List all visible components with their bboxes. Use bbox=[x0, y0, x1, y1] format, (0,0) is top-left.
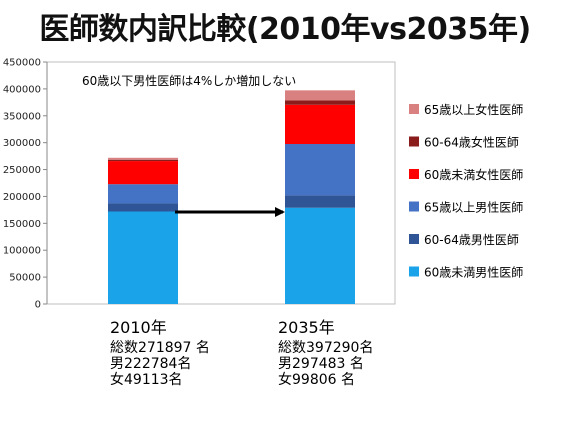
y-tick-label: 150000 bbox=[3, 219, 41, 230]
legend-swatch bbox=[409, 201, 419, 212]
summary-female: 女49113名 bbox=[110, 372, 183, 388]
legend-label: 65歳以上男性医師 bbox=[424, 201, 523, 215]
bar-segment bbox=[285, 100, 355, 105]
annotations: 60歳以下男性医師は4%しか増加しない bbox=[82, 74, 296, 217]
y-tick-label: 200000 bbox=[3, 192, 41, 203]
annotation-text: 60歳以下男性医師は4%しか増加しない bbox=[82, 74, 296, 88]
y-tick-label: 0 bbox=[35, 300, 41, 311]
legend-swatch bbox=[409, 104, 419, 114]
bar-segment bbox=[285, 207, 355, 304]
summary-male: 男297483 名 bbox=[278, 356, 364, 372]
legend-label: 60歳未満女性医師 bbox=[424, 167, 523, 182]
summary-2010: 2010年 総数271897 名 男222784名 女49113名 bbox=[110, 318, 210, 388]
y-tick-label: 250000 bbox=[3, 165, 41, 176]
slide-title: 医師数内訳比較(2010年vs2035年) bbox=[39, 12, 531, 47]
summary-2035: 2035年 総数397290名 男297483 名 女99806 名 bbox=[278, 318, 373, 388]
summary-year: 2010年 bbox=[110, 318, 167, 337]
summary-total: 総数271897 名 bbox=[110, 340, 210, 356]
legend-swatch bbox=[409, 136, 419, 147]
bar-segment bbox=[285, 104, 355, 145]
legend-label: 60-64歳男性医師 bbox=[424, 233, 519, 247]
y-tick-label: 50000 bbox=[9, 273, 41, 284]
legend: 65歳以上女性医師 60-64歳女性医師 60歳未満女性医師 65歳以上男性医師 60-… bbox=[409, 102, 523, 280]
legend-swatch bbox=[409, 266, 419, 277]
summary-male: 男222784名 bbox=[110, 356, 192, 372]
y-tick-label: 350000 bbox=[3, 111, 41, 122]
bar-segment bbox=[285, 144, 355, 196]
summary-total: 総数397290名 bbox=[278, 340, 374, 356]
bar-segment bbox=[108, 157, 178, 160]
bar-segment bbox=[285, 90, 355, 101]
legend-swatch bbox=[409, 234, 419, 244]
bar-segment bbox=[285, 195, 355, 208]
summary-year: 2035年 bbox=[278, 318, 335, 337]
legend-label: 65歳以上女性医師 bbox=[424, 102, 523, 117]
y-tick-label: 100000 bbox=[3, 246, 41, 257]
legend-label: 60-64歳女性医師 bbox=[424, 135, 519, 150]
y-tick-label: 400000 bbox=[3, 84, 41, 95]
legend-swatch bbox=[409, 169, 419, 179]
bar-segment bbox=[108, 203, 178, 212]
y-tick-label: 300000 bbox=[3, 138, 41, 149]
bars bbox=[108, 90, 355, 304]
bar-segment bbox=[108, 184, 178, 204]
summary-female: 女99806 名 bbox=[278, 372, 355, 388]
bar-segment bbox=[108, 211, 178, 304]
legend-label: 60歳未満男性医師 bbox=[424, 266, 523, 280]
bar-segment bbox=[108, 161, 178, 185]
y-tick-label: 450000 bbox=[3, 58, 41, 69]
y-axis: 0 50000 100000 150000 200000 250000 300000 3500… bbox=[3, 58, 48, 311]
bar-segment bbox=[108, 159, 178, 162]
